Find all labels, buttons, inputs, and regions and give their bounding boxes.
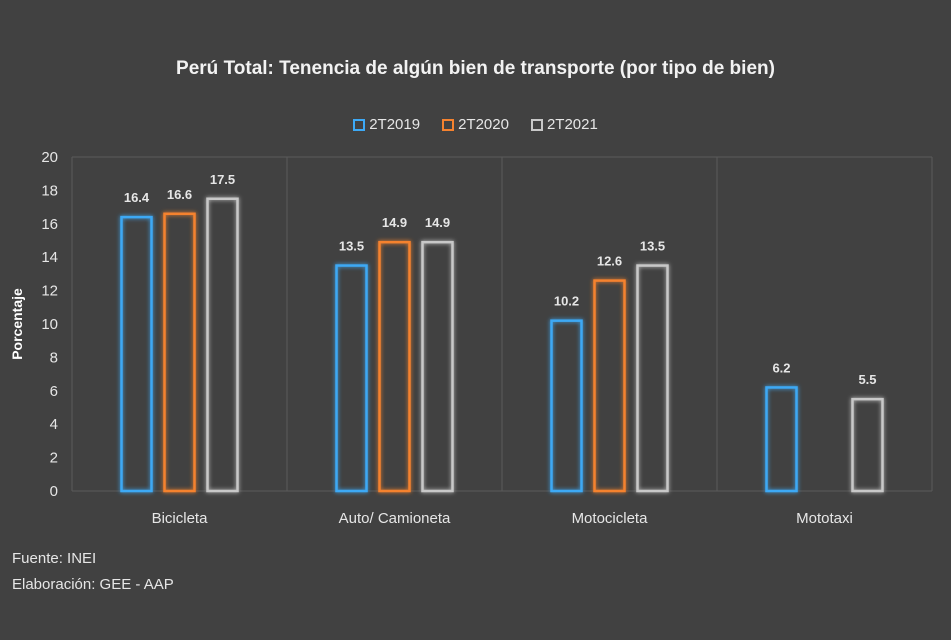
legend-item-2T2020: 2T2020 [442,116,509,133]
legend-swatch [442,118,455,131]
data-label: 5.5 [858,372,876,387]
y-tick-label: 12 [41,283,58,300]
legend-label: 2T2021 [546,116,598,133]
data-label: 12.6 [597,254,622,269]
bar-2T2021 [636,264,669,493]
x-tick-label: Mototaxi [796,510,853,527]
bar-2T2021 [206,197,239,493]
bar-2T2019 [120,215,153,493]
credit-note: Elaboración: GEE - AAP [12,576,174,593]
bar-2T2019 [765,386,798,493]
data-label: 6.2 [772,360,790,375]
gridlines [286,157,933,491]
bar-2T2019 [550,319,583,493]
data-label: 16.6 [167,187,192,202]
legend-swatch [353,118,366,131]
bar-2T2020 [163,212,196,493]
data-label: 17.5 [210,172,235,187]
x-tick-label: Bicicleta [152,510,209,527]
bar-2T2019 [335,264,368,493]
data-label: 14.9 [382,215,407,230]
legend-item-2T2019: 2T2019 [353,116,420,133]
chart-title: Perú Total: Tenencia de algún bien de tr… [176,58,775,79]
y-tick-label: 10 [41,316,58,333]
data-label: 13.5 [339,239,364,254]
data-labels: 16.4 16.6 17.5 13.5 14.9 14.9 10.2 12.6 13.5 6.2 5… [124,172,877,387]
y-tick-label: 20 [41,149,58,166]
y-axis-title: Porcentaje [9,288,25,360]
y-tick-label: 4 [50,416,58,433]
data-label: 16.4 [124,190,150,205]
y-tick-label: 14 [41,249,58,266]
bar-2T2021 [851,397,884,493]
y-tick-label: 16 [41,216,58,233]
source-note: Fuente: INEI [12,550,97,567]
data-label: 13.5 [640,239,665,254]
y-tick-label: 2 [50,450,58,467]
legend-item-2T2021: 2T2021 [530,116,598,133]
data-label: 10.2 [554,294,579,309]
y-tick-label: 6 [50,383,58,400]
x-tick-label: Auto/ Camioneta [339,510,451,527]
data-label: 14.9 [425,215,450,230]
bar-2T2020 [593,279,626,493]
bars [120,197,884,493]
legend-label: 2T2020 [458,116,509,133]
y-tick-label: 18 [41,182,58,199]
y-tick-label: 0 [50,483,58,500]
footer: Fuente: INEI Elaboración: GEE - AAP [12,546,174,598]
legend-swatch [530,118,543,131]
bar-2T2021 [421,240,454,493]
y-tick-label: 8 [50,349,58,366]
axes: 0 2 4 6 8 10 12 14 16 18 20 Porcentaje Bicicleta Auto… [9,149,932,527]
bar-2T2020 [378,240,411,493]
legend: 2T2019 2T2020 2T2021 [0,116,951,133]
x-tick-label: Motocicleta [572,510,649,527]
legend-label: 2T2019 [369,116,421,133]
